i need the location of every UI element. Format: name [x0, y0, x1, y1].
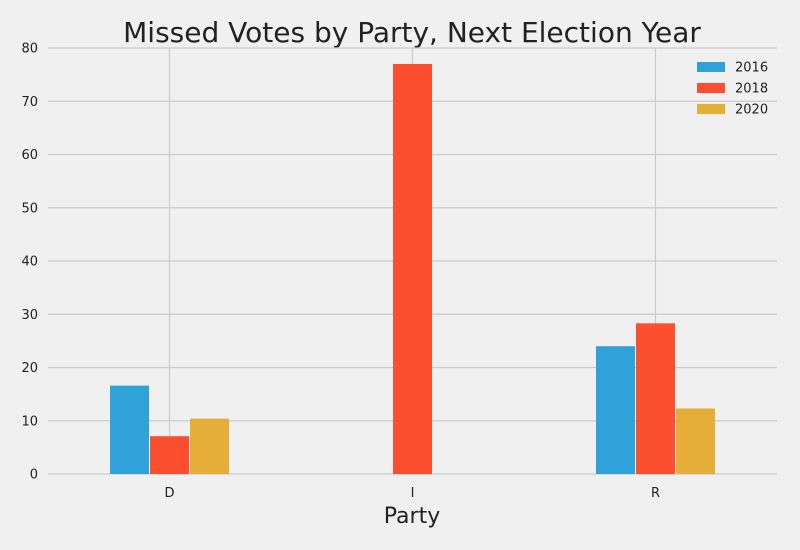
- bar: [190, 419, 229, 474]
- legend-swatch: [697, 104, 725, 114]
- bars: [110, 64, 715, 474]
- x-tick-label: I: [411, 486, 415, 501]
- legend-label: 2016: [735, 61, 768, 76]
- legend-label: 2018: [735, 82, 768, 97]
- legend-swatch: [697, 62, 725, 72]
- y-tick-label: 80: [21, 42, 38, 57]
- y-tick-label: 50: [21, 201, 38, 216]
- y-tick-label: 30: [21, 308, 38, 323]
- bar: [150, 436, 189, 474]
- x-tick-label: D: [164, 486, 174, 501]
- y-tick-label: 20: [21, 361, 38, 376]
- bar: [596, 346, 635, 474]
- y-tick-label: 0: [30, 468, 38, 483]
- y-tick-label: 60: [21, 148, 38, 163]
- y-tick-label: 70: [21, 95, 38, 110]
- y-axis-ticks: 0 10 20 30 40 50 60 70 80: [21, 42, 38, 483]
- y-tick-label: 10: [21, 414, 38, 429]
- bar: [110, 386, 149, 474]
- x-axis-label: Party: [384, 504, 440, 529]
- legend: 2016 2018 2020: [697, 61, 768, 118]
- y-tick-label: 40: [21, 255, 38, 270]
- bar: [393, 64, 432, 474]
- legend-label: 2020: [735, 103, 768, 118]
- bar: [636, 323, 675, 474]
- bar: [676, 409, 715, 474]
- x-tick-label: R: [651, 486, 660, 501]
- legend-swatch: [697, 83, 725, 93]
- chart-title: Missed Votes by Party, Next Election Yea…: [123, 16, 701, 49]
